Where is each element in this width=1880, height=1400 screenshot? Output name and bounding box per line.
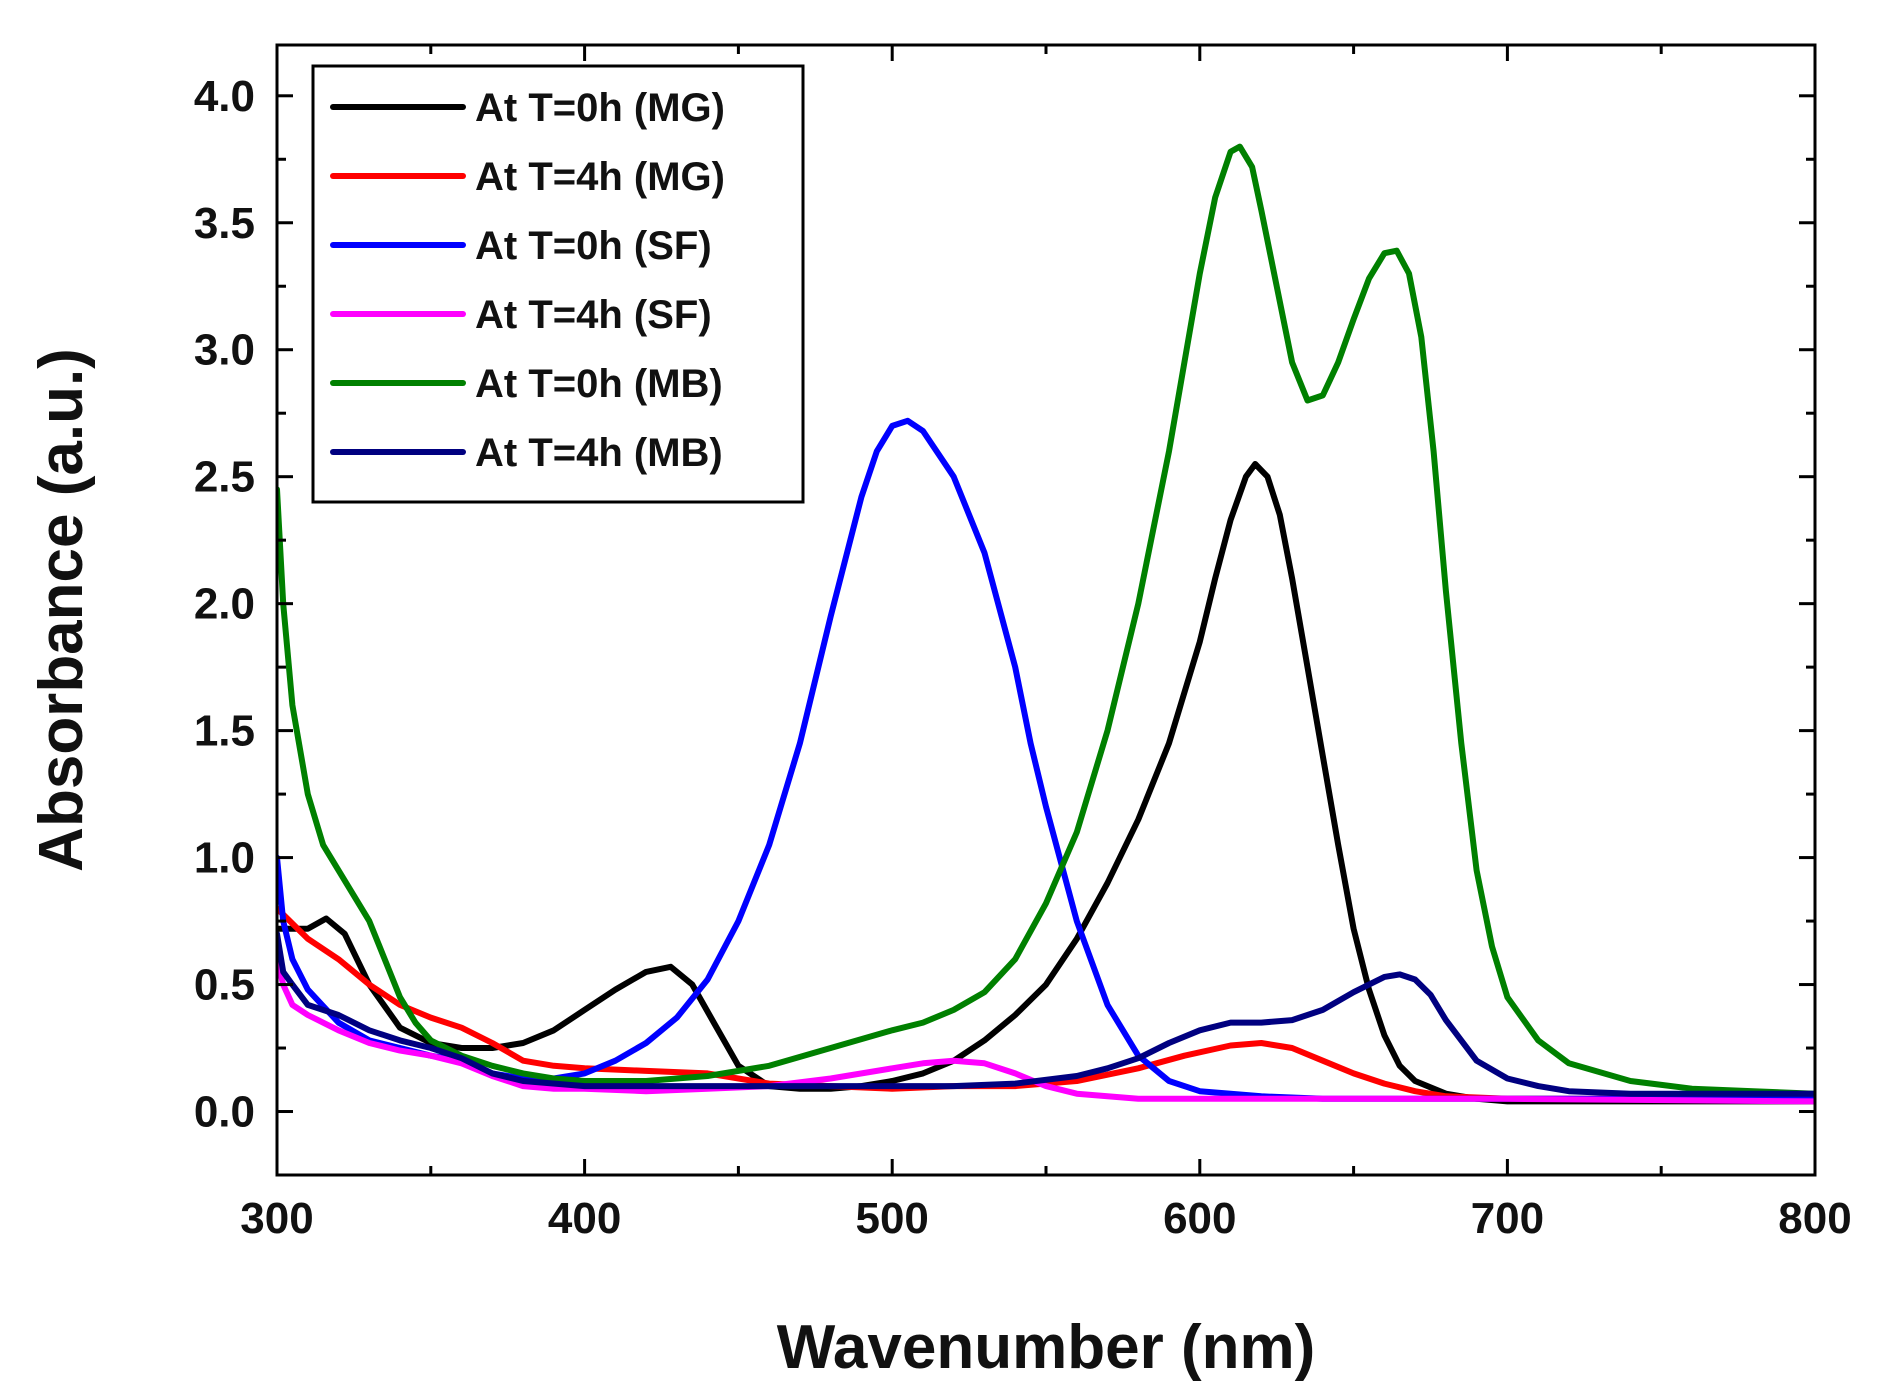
y-tick-label: 1.0	[194, 834, 255, 883]
tick-layer: 300 400 500 600 700 800 0.0 0.5 1.0 1.5 2.0 2.5 3.0 3…	[194, 45, 1852, 1243]
legend: At T=0h (MG) At T=4h (MG) At T=0h (SF) At T…	[311, 64, 805, 504]
y-tick-label: 0.5	[194, 961, 255, 1010]
series-line-5	[277, 143, 1815, 1097]
legend-label-1: At T=0h (MG)	[475, 86, 725, 130]
y-tick-label: 3.5	[194, 199, 255, 248]
legend-box	[311, 64, 805, 504]
y-tick-label: 2.5	[194, 453, 255, 502]
y-tick-label: 4.0	[194, 72, 255, 121]
legend-label-2: At T=4h (MG)	[475, 155, 725, 199]
x-tick-label: 600	[1163, 1194, 1236, 1243]
series-line-1	[277, 461, 1815, 1105]
x-axis-title: Wavenumber (nm)	[777, 1313, 1316, 1382]
y-tick-label: 1.5	[194, 707, 255, 756]
y-tick-label: 3.0	[194, 326, 255, 375]
legend-label-6: At T=4h (MB)	[475, 431, 723, 475]
legend-label-5: At T=0h (MB)	[475, 362, 723, 406]
legend-label-3: At T=0h (SF)	[475, 224, 712, 268]
series-line-6	[277, 930, 1815, 1097]
y-tick-label: 0.0	[194, 1088, 255, 1137]
x-tick-label: 400	[548, 1194, 621, 1243]
x-tick-label: 700	[1471, 1194, 1544, 1243]
series-layer	[277, 143, 1815, 1105]
x-tick-label: 500	[855, 1194, 928, 1243]
legend-label-4: At T=4h (SF)	[475, 293, 712, 337]
x-tick-label: 300	[240, 1194, 313, 1243]
y-axis-title: Absorbance (a.u.)	[27, 348, 96, 872]
y-tick-label: 2.0	[194, 580, 255, 629]
x-tick-label: 800	[1778, 1194, 1851, 1243]
